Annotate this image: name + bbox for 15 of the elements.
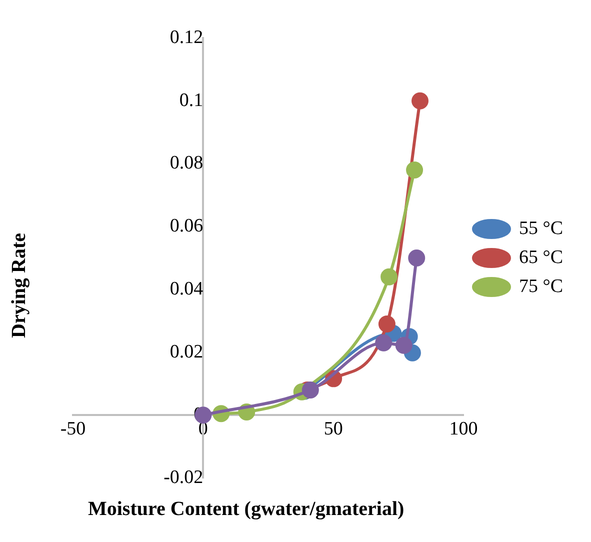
- y-tick-label: 0.12: [170, 26, 204, 48]
- y-tick-label: 0.06: [170, 216, 204, 237]
- y-tick-label: 0.04: [170, 278, 204, 300]
- x-axis-title: Moisture Content (gwater/gmaterial): [88, 498, 404, 521]
- y-tick-label: 0.02: [170, 341, 204, 362]
- x-tick-label: 100: [449, 418, 478, 440]
- legend-label: 65 °C: [518, 246, 564, 268]
- x-tick-label: -50: [60, 418, 86, 440]
- y-axis-title: Drying Rate: [8, 233, 31, 338]
- y-tick-label: -0.02: [164, 466, 204, 488]
- legend-label: 75 °C: [518, 276, 564, 297]
- y-tick-label: 0.08: [170, 152, 204, 174]
- y-tick-label: 0.1: [179, 90, 204, 111]
- legend-label: 55 °C: [518, 218, 564, 239]
- x-tick-label: 50: [324, 418, 343, 440]
